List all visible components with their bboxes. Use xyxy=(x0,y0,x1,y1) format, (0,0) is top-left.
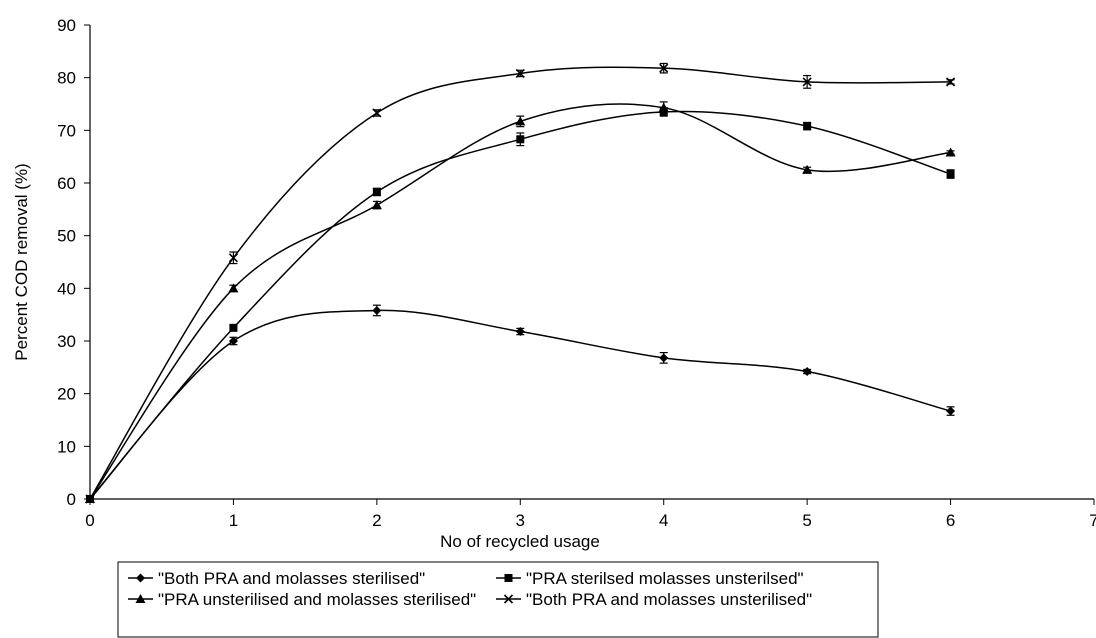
y-tick-label-6: 60 xyxy=(57,174,76,193)
legend-entry-1: "Both PRA and molasses sterilised" xyxy=(128,569,425,588)
series-2 xyxy=(86,107,955,503)
x-tick-label-0: 0 xyxy=(85,511,94,530)
series-4-point-3-b xyxy=(515,68,525,79)
y-tick-label-8: 80 xyxy=(57,69,76,88)
series-3-point-2 xyxy=(371,200,382,210)
series-3-point-6 xyxy=(945,147,956,157)
y-tick-label-4: 40 xyxy=(57,279,76,298)
series-4-point-2-b xyxy=(372,108,382,118)
y-axis-title: Percent COD removal (%) xyxy=(12,163,31,360)
series-1-point-1 xyxy=(228,336,238,346)
x-tick-label-6: 6 xyxy=(946,511,955,530)
series-2-point-2 xyxy=(372,187,381,196)
series-4-point-0-b xyxy=(85,494,95,504)
series-layer xyxy=(85,62,956,504)
legend-marker-4 xyxy=(503,594,514,604)
y-tick-label-3: 30 xyxy=(57,332,76,351)
series-3 xyxy=(85,101,956,503)
x-axis-ticks: 0 1 2 3 4 5 6 7 xyxy=(85,499,1096,530)
series-4-point-4-b xyxy=(659,63,669,73)
series-4-point-5-b xyxy=(802,77,812,87)
x-tick-label-7: 7 xyxy=(1089,511,1096,530)
y-tick-label-1: 10 xyxy=(57,437,76,456)
series-2-point-1 xyxy=(229,323,238,332)
plot-area: 0 10 20 30 40 50 60 70 80 90 0 1 2 3 4 5 6 7 xyxy=(57,16,1096,530)
y-tick-label-9: 90 xyxy=(57,16,76,35)
series-2-point-5 xyxy=(803,122,812,131)
series-4-line xyxy=(89,66,951,500)
x-tick-label-1: 1 xyxy=(229,511,238,530)
series-4-point-1-b xyxy=(228,253,238,263)
legend-label-2: "PRA sterilsed molasses unsterilsed" xyxy=(526,569,804,588)
series-3-line xyxy=(89,103,951,500)
series-4-point-6 xyxy=(946,77,956,87)
series-4-point-2 xyxy=(372,108,382,118)
series-4-point-3 xyxy=(515,68,525,79)
series-1 xyxy=(85,304,956,504)
x-tick-label-5: 5 xyxy=(802,511,811,530)
series-4-point-6-b xyxy=(946,77,956,87)
y-tick-label-2: 20 xyxy=(57,385,76,404)
legend-label-3: "PRA unsterilised and molasses sterilise… xyxy=(158,590,476,609)
series-3-point-4 xyxy=(658,102,669,112)
legend-entry-2: "PRA sterilsed molasses unsterilsed" xyxy=(496,569,804,588)
x-axis-title: No of recycled usage xyxy=(440,532,600,551)
y-tick-label-7: 70 xyxy=(57,121,76,140)
legend-marker-4-b xyxy=(503,594,514,604)
series-1-point-4 xyxy=(659,353,669,363)
legend-entry-4: "Both PRA and molasses unsterilised" xyxy=(496,590,812,609)
legend-marker-2 xyxy=(504,574,513,582)
x-tick-label-4: 4 xyxy=(659,511,668,530)
series-4-point-1 xyxy=(228,253,238,263)
legend-label-1: "Both PRA and molasses sterilised" xyxy=(158,569,425,588)
series-3-point-1 xyxy=(228,283,239,293)
series-1-point-3 xyxy=(515,327,525,337)
legend-label-4: "Both PRA and molasses unsterilised" xyxy=(526,590,812,609)
legend: "Both PRA and molasses sterilised" "PRA s… xyxy=(117,561,879,638)
series-2-point-6 xyxy=(946,170,955,179)
series-1-point-6 xyxy=(946,406,956,416)
x-tick-label-3: 3 xyxy=(516,511,525,530)
legend-marker-3 xyxy=(135,594,146,603)
series-2-point-3 xyxy=(516,135,525,144)
series-4 xyxy=(85,62,956,504)
legend-marker-1 xyxy=(136,573,145,583)
x-tick-label-2: 2 xyxy=(372,511,381,530)
y-tick-label-0: 0 xyxy=(67,490,76,509)
series-4-point-0 xyxy=(85,494,95,504)
y-axis-ticks: 0 10 20 30 40 50 60 70 80 90 xyxy=(57,16,90,509)
y-tick-label-5: 50 xyxy=(57,227,76,246)
series-1-line xyxy=(89,309,951,500)
series-4-point-4 xyxy=(659,63,669,73)
series-1-point-5 xyxy=(802,367,812,377)
series-3-point-3 xyxy=(515,116,526,126)
legend-entry-3: "PRA unsterilised and molasses sterilise… xyxy=(128,590,476,609)
series-1-point-2 xyxy=(372,305,382,315)
series-4-point-5 xyxy=(802,77,812,87)
series-3-point-5 xyxy=(802,164,813,174)
